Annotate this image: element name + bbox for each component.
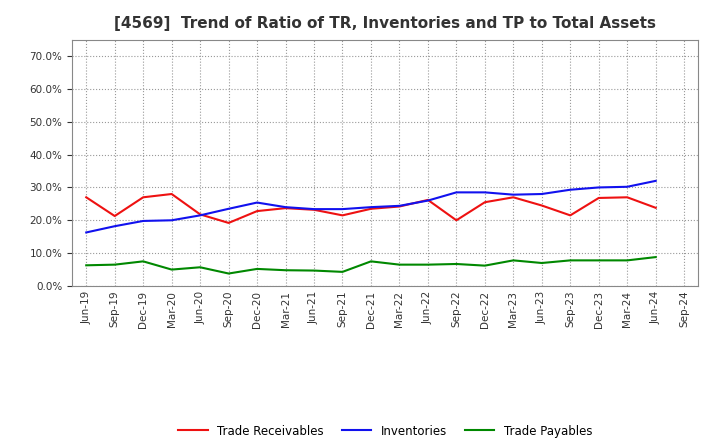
Trade Payables [282, 268, 290, 273]
Inventories [282, 205, 290, 210]
Trade Payables [225, 271, 233, 276]
Inventories [395, 203, 404, 209]
Inventories [167, 218, 176, 223]
Trade Receivables [566, 213, 575, 218]
Line: Trade Payables: Trade Payables [86, 257, 656, 274]
Trade Payables [566, 258, 575, 263]
Inventories [537, 191, 546, 197]
Trade Receivables [139, 194, 148, 200]
Inventories [225, 206, 233, 212]
Trade Payables [310, 268, 318, 273]
Trade Payables [537, 260, 546, 266]
Trade Receivables [82, 194, 91, 200]
Trade Payables [623, 258, 631, 263]
Trade Receivables [310, 207, 318, 213]
Trade Receivables [509, 194, 518, 200]
Trade Payables [509, 258, 518, 263]
Line: Inventories: Inventories [86, 181, 656, 232]
Legend: Trade Receivables, Inventories, Trade Payables: Trade Receivables, Inventories, Trade Pa… [174, 420, 597, 440]
Trade Payables [167, 267, 176, 272]
Trade Receivables [423, 197, 432, 202]
Trade Payables [196, 264, 204, 270]
Trade Payables [652, 254, 660, 260]
Trade Payables [338, 269, 347, 275]
Title: [4569]  Trend of Ratio of TR, Inventories and TP to Total Assets: [4569] Trend of Ratio of TR, Inventories… [114, 16, 656, 32]
Trade Payables [480, 263, 489, 268]
Inventories [139, 218, 148, 224]
Inventories [452, 190, 461, 195]
Trade Payables [595, 258, 603, 263]
Trade Payables [253, 266, 261, 271]
Trade Receivables [366, 206, 375, 212]
Trade Payables [82, 263, 91, 268]
Inventories [110, 224, 119, 229]
Trade Payables [110, 262, 119, 267]
Trade Receivables [452, 218, 461, 223]
Inventories [338, 206, 347, 212]
Inventories [480, 190, 489, 195]
Trade Receivables [537, 203, 546, 208]
Trade Payables [139, 259, 148, 264]
Trade Payables [452, 261, 461, 267]
Trade Receivables [167, 191, 176, 197]
Inventories [509, 192, 518, 197]
Inventories [623, 184, 631, 190]
Inventories [310, 206, 318, 212]
Trade Receivables [282, 205, 290, 211]
Inventories [366, 205, 375, 210]
Trade Receivables [395, 204, 404, 209]
Trade Receivables [595, 195, 603, 201]
Trade Receivables [253, 209, 261, 214]
Trade Receivables [623, 194, 631, 200]
Trade Receivables [225, 220, 233, 226]
Inventories [253, 200, 261, 205]
Trade Receivables [480, 200, 489, 205]
Line: Trade Receivables: Trade Receivables [86, 194, 656, 223]
Trade Receivables [652, 205, 660, 210]
Inventories [82, 230, 91, 235]
Inventories [566, 187, 575, 192]
Trade Receivables [338, 213, 347, 218]
Inventories [652, 178, 660, 183]
Trade Payables [366, 259, 375, 264]
Trade Receivables [196, 212, 204, 217]
Trade Payables [423, 262, 432, 267]
Trade Payables [395, 262, 404, 267]
Inventories [196, 213, 204, 218]
Inventories [595, 185, 603, 190]
Inventories [423, 198, 432, 203]
Trade Receivables [110, 213, 119, 219]
